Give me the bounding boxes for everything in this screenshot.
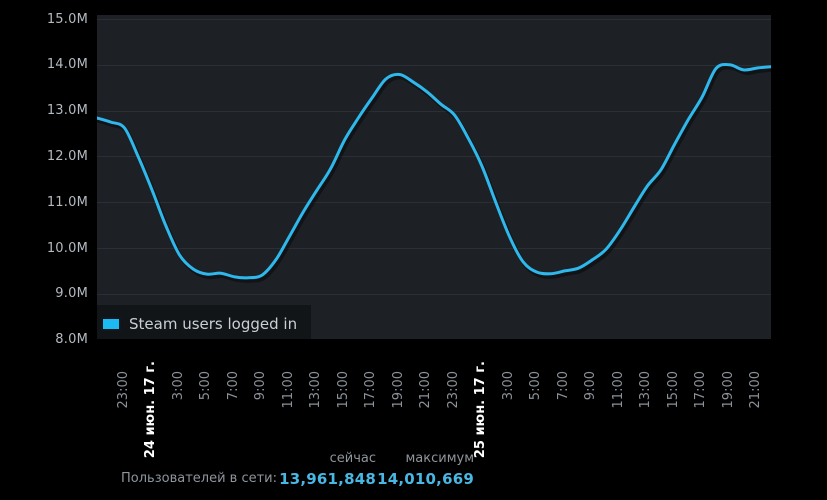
gridline <box>97 248 771 249</box>
x-axis-date-label: 25 июн. 17 г. <box>473 361 489 459</box>
x-axis-time-label: 17:00 <box>693 371 709 409</box>
chart-plot-area[interactable] <box>97 15 771 339</box>
x-axis-time-label: 15:00 <box>335 371 351 409</box>
steam-users-line <box>97 62 771 280</box>
x-axis-time-label: 5:00 <box>528 371 544 401</box>
x-axis-time-label: 17:00 <box>363 371 379 409</box>
gridline <box>97 156 771 158</box>
y-axis-tick-label: 10.0M <box>46 240 88 256</box>
x-axis-time-label: 7:00 <box>555 371 571 401</box>
x-axis-time-label: 21:00 <box>418 371 434 409</box>
x-axis-time-label: 19:00 <box>720 371 736 409</box>
stats-header-peak: максимум <box>405 451 474 466</box>
gridline <box>97 293 771 295</box>
x-axis-time-label: 3:00 <box>170 371 186 401</box>
x-axis-time-label: 7:00 <box>225 371 241 401</box>
legend-label: Steam users logged in <box>129 315 298 333</box>
y-axis-tick-label: 14.0M <box>46 57 88 73</box>
x-axis-time-label: 21:00 <box>748 371 764 409</box>
legend-color-swatch <box>101 317 121 331</box>
online-users-stats: сейчас максимум Пользователей в сети: 13… <box>95 449 474 490</box>
x-axis-time-label: 3:00 <box>500 371 516 401</box>
y-axis-tick-label: 9.0M <box>55 286 88 302</box>
y-axis-tick-label: 11.0M <box>46 194 88 210</box>
x-axis-date-label: 24 июн. 17 г. <box>143 361 159 459</box>
x-axis-time-label: 11:00 <box>610 371 626 409</box>
stats-row-label: Пользователей в сети: <box>121 471 277 486</box>
x-axis-time-label: 11:00 <box>280 371 296 409</box>
x-axis-time-label: 15:00 <box>665 371 681 409</box>
gridline <box>97 202 771 204</box>
x-axis-time-label: 9:00 <box>253 371 269 401</box>
chart-legend: Steam users logged in <box>97 305 311 343</box>
stats-spacer <box>95 449 277 468</box>
y-axis-tick-label: 12.0M <box>46 148 88 164</box>
stats-value-peak: 14,010,669 <box>377 470 474 488</box>
stats-header-current: сейчас <box>329 451 376 466</box>
x-axis-time-label: 5:00 <box>198 371 214 401</box>
stats-value-current: 13,961,848 <box>279 470 376 488</box>
x-axis-time-label: 23:00 <box>115 371 131 409</box>
x-axis-time-label: 9:00 <box>583 371 599 401</box>
x-axis-time-label: 23:00 <box>445 371 461 409</box>
gridline <box>97 19 771 20</box>
y-axis-tick-label: 8.0M <box>55 332 88 348</box>
y-axis-tick-label: 15.0M <box>46 11 88 27</box>
x-axis-time-label: 13:00 <box>308 371 324 409</box>
x-axis-time-label: 13:00 <box>638 371 654 409</box>
users-online-line-chart <box>97 62 771 283</box>
y-axis-tick-label: 13.0M <box>46 103 88 119</box>
x-axis-time-label: 19:00 <box>390 371 406 409</box>
gridline <box>97 64 771 66</box>
gridline <box>97 110 771 112</box>
